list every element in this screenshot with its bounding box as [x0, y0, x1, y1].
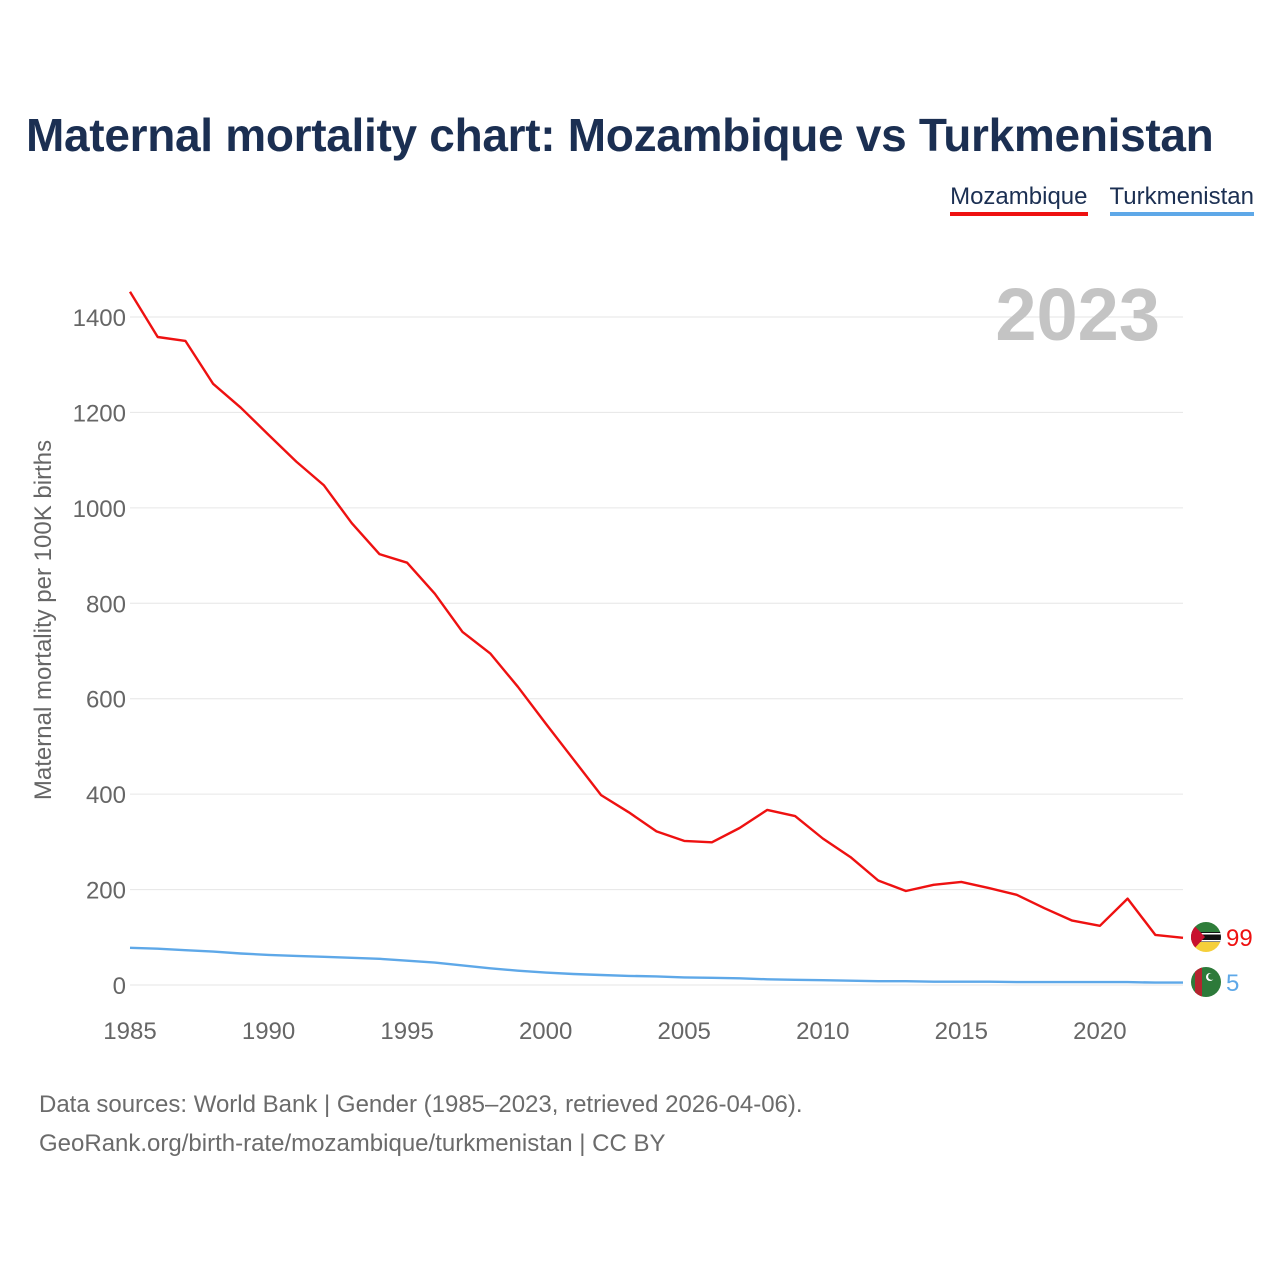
x-tick-label: 2010 [796, 1018, 849, 1045]
flag-mozambique-icon [1191, 922, 1221, 952]
y-tick-label: 1400 [73, 305, 126, 332]
flag-turkmenistan-icon [1191, 967, 1221, 997]
source-line-2[interactable]: GeoRank.org/birth-rate/mozambique/turkme… [39, 1130, 666, 1157]
end-markers: 99 5 [1191, 922, 1253, 997]
y-tick-label: 400 [86, 782, 126, 809]
y-tick-label: 600 [86, 687, 126, 714]
y-tick-label: 800 [86, 591, 126, 618]
y-tick-label: 1000 [73, 496, 126, 523]
x-tick-label: 1985 [103, 1018, 156, 1045]
source-line-1: Data sources: World Bank | Gender (1985–… [39, 1091, 803, 1118]
source-note: Data sources: World Bank | Gender (1985–… [39, 1085, 803, 1163]
x-tick-label: 1995 [380, 1018, 433, 1045]
end-value-label-turkmenistan: 5 [1226, 970, 1239, 997]
legend-item-turkmenistan[interactable]: Turkmenistan [1109, 183, 1254, 216]
legend: Mozambique Turkmenistan [950, 183, 1254, 216]
y-tick-label: 0 [113, 973, 126, 1000]
y-tick-label: 200 [86, 878, 126, 905]
x-tick-label: 2005 [658, 1018, 711, 1045]
x-tick-label: 1990 [242, 1018, 295, 1045]
series-lines [128, 291, 1184, 984]
end-value-label-mozambique: 99 [1226, 925, 1253, 952]
x-tick-label: 2015 [935, 1018, 988, 1045]
year-watermark: 2023 [995, 273, 1160, 356]
grid-lines [130, 316, 1183, 986]
series-line-turkmenistan[interactable] [129, 946, 1183, 984]
legend-item-mozambique[interactable]: Mozambique [950, 183, 1088, 216]
x-axis-ticks: 1985 1990 1995 2000 2005 2010 2015 2020 [103, 1018, 1126, 1045]
x-tick-label: 2020 [1073, 1018, 1126, 1045]
x-tick-label: 2000 [519, 1018, 572, 1045]
y-tick-label: 1200 [73, 400, 126, 427]
series-line-mozambique[interactable] [128, 291, 1184, 939]
chart-title: Maternal mortality chart: Mozambique vs … [26, 109, 1214, 161]
y-axis-label: Maternal mortality per 100K births [30, 440, 57, 800]
y-axis-ticks: 0 200 400 600 800 1000 1200 1400 [73, 305, 126, 1000]
